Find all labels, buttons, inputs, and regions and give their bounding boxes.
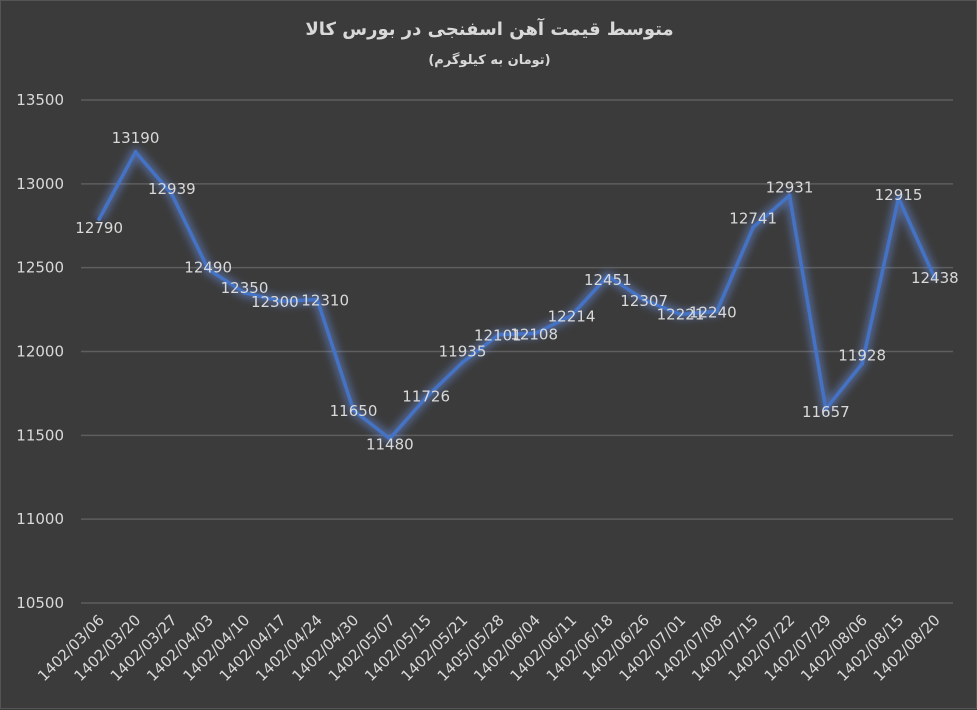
data-point xyxy=(642,298,647,303)
data-point xyxy=(787,193,792,198)
data-label: 12300 xyxy=(251,293,299,311)
chart-subtitle: (تومان به کیلوگرم) xyxy=(428,53,551,68)
data-point xyxy=(678,312,683,317)
data-label: 12741 xyxy=(729,209,777,227)
data-label: 12214 xyxy=(548,308,596,326)
data-label: 11480 xyxy=(366,436,414,454)
y-tick-label: 12000 xyxy=(16,343,64,361)
data-label: 12939 xyxy=(148,180,196,198)
data-label: 12451 xyxy=(584,271,632,289)
data-point xyxy=(823,407,828,412)
data-point xyxy=(860,361,865,366)
data-point xyxy=(424,395,429,400)
data-label: 11935 xyxy=(439,342,487,360)
data-label: 12490 xyxy=(184,258,232,276)
data-label: 12240 xyxy=(689,303,737,321)
data-label: 12931 xyxy=(766,178,814,196)
data-point xyxy=(569,313,574,318)
data-point xyxy=(169,192,174,197)
data-point xyxy=(496,332,501,337)
data-point xyxy=(315,297,320,302)
data-point xyxy=(896,196,901,201)
data-point xyxy=(242,290,247,295)
data-point xyxy=(97,217,102,222)
data-label: 11928 xyxy=(838,347,886,365)
data-point xyxy=(751,225,756,230)
data-point xyxy=(278,299,283,304)
data-label: 13190 xyxy=(112,129,160,147)
data-label: 12307 xyxy=(620,292,668,310)
data-point xyxy=(605,273,610,278)
data-label: 12438 xyxy=(911,269,959,287)
y-tick-label: 13500 xyxy=(16,91,64,109)
data-point xyxy=(460,360,465,365)
data-label: 12790 xyxy=(75,219,123,237)
data-label: 11726 xyxy=(402,387,450,405)
data-point xyxy=(533,331,538,336)
data-label: 12350 xyxy=(221,279,269,297)
data-label: 12108 xyxy=(510,325,558,343)
data-point xyxy=(932,276,937,281)
y-tick-label: 11000 xyxy=(16,510,64,528)
data-label: 11650 xyxy=(330,402,378,420)
y-tick-label: 12500 xyxy=(16,259,64,277)
y-tick-label: 13000 xyxy=(16,175,64,193)
data-label: 12221 xyxy=(657,305,705,323)
y-tick-label: 11500 xyxy=(16,426,64,444)
chart-title: متوسط قیمت آهن اسفنجی در بورس کالا xyxy=(305,19,674,40)
series-line xyxy=(97,150,937,441)
data-label: 12101 xyxy=(474,327,522,345)
data-point xyxy=(351,408,356,413)
data-point xyxy=(206,267,211,272)
data-label: 11657 xyxy=(802,403,850,421)
data-point xyxy=(387,436,392,441)
data-label: 12915 xyxy=(875,186,923,204)
data-point xyxy=(714,309,719,314)
y-tick-label: 10500 xyxy=(16,594,64,612)
data-point xyxy=(133,149,138,154)
data-label: 12310 xyxy=(301,292,349,310)
